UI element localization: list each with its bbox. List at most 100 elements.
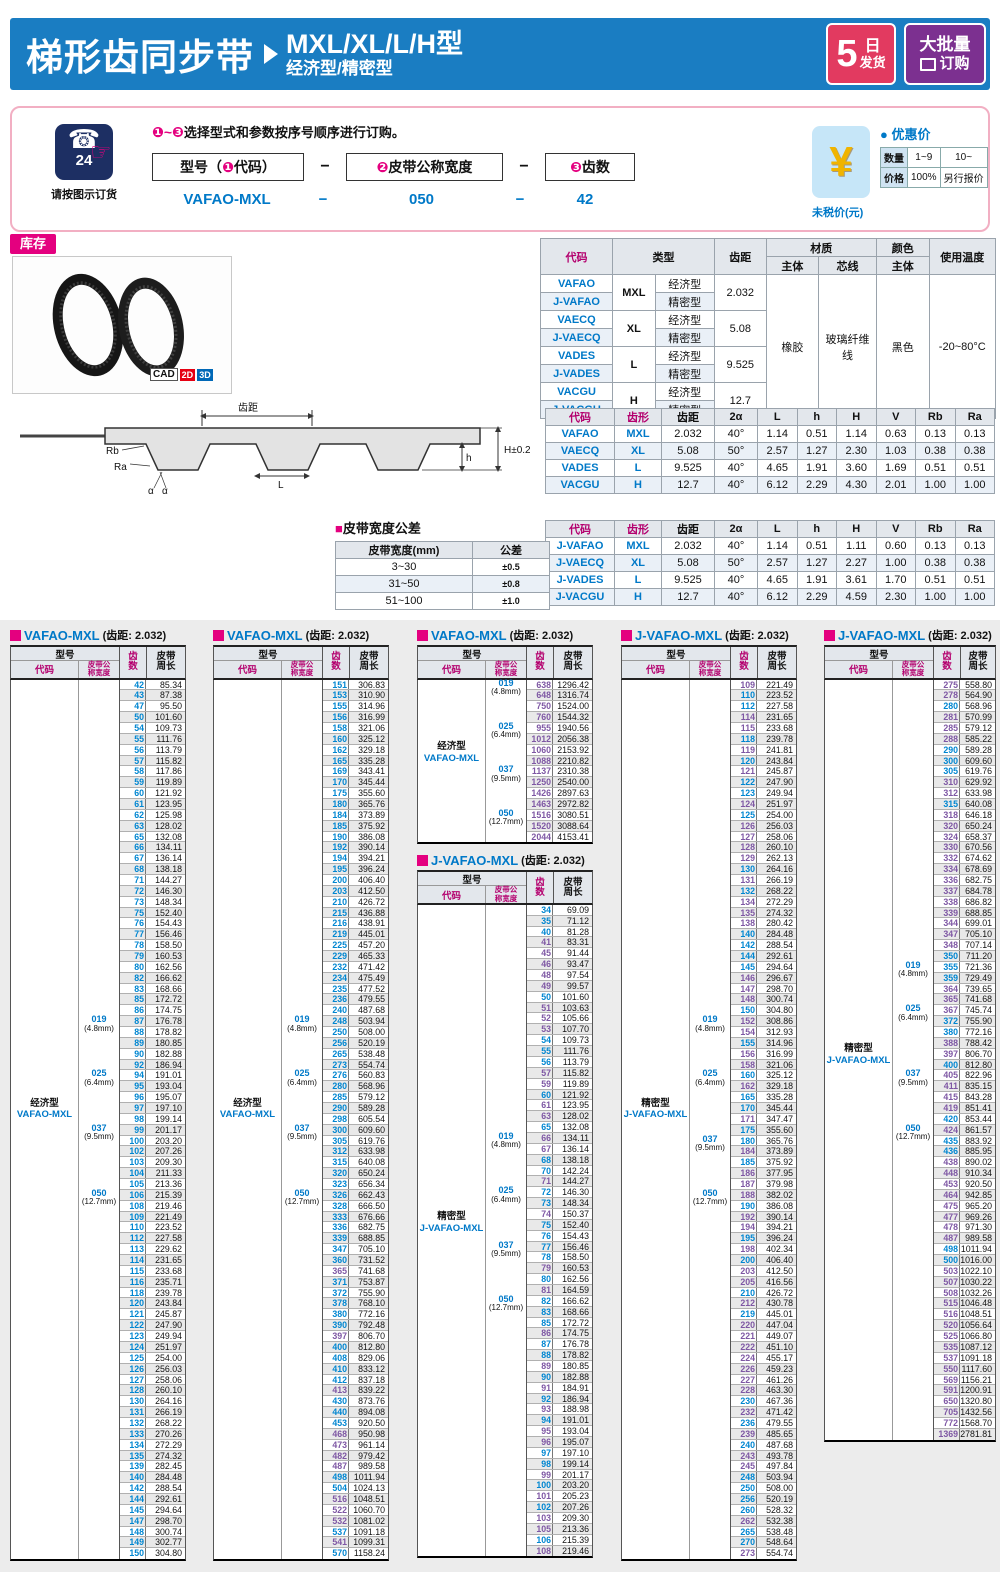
yen-glyph: ¥ [829,138,853,185]
order-step-range: ❶~❸ [152,124,184,140]
tooth-count: 122 [120,1320,146,1330]
belt-circumference: 839.22 [358,1385,385,1396]
spec-type: 经济型 [654,310,715,329]
belt-circumference: 221.49 [766,679,793,690]
width-marker: 050 (12.7mm) [486,808,526,827]
price-cell: 价格 [880,167,908,188]
belt-row: 101 205.23 [527,1491,592,1503]
tooth-count: 86 [120,1005,146,1015]
belt-row: 75 152.40 [120,907,185,919]
belt-row: 280 568.96 [323,1081,388,1093]
tooth-count: 378 [323,1298,349,1308]
belt-row: 47 95.50 [120,701,185,713]
belt-model-name: VAFAO-MXL [24,627,100,643]
tooth-count: 228 [731,1385,757,1395]
tooth-count: 57 [120,755,146,765]
model-code-box: 型号（ ❶ 代码） [152,153,304,181]
discount-price-text: 优惠价 [891,127,931,142]
belt-circumference: 182.88 [155,1048,182,1059]
belt-row: 67 136.14 [120,853,185,865]
belt-row: 498 1011.94 [323,1472,388,1484]
dim-pitch-label: 齿距 [238,402,258,414]
belt-circumference: 221.49 [155,1211,182,1222]
tooth-count: 165 [731,1092,757,1102]
belt-row: 121 245.87 [731,766,796,778]
belt-table-column: VAFAO-MXL (齿距: 2.032) 型号 代码 皮带公 称宽度齿数皮带 周长 经济型 V… [10,625,186,1567]
dash-separator: − [320,158,330,175]
belt-circumference: 558.80 [965,679,992,690]
tooth-count: 76 [120,918,146,928]
tooth-count: 63 [120,820,146,831]
belt-circumference: 314.96 [766,1037,793,1048]
belt-row: 1516 3080.51 [527,809,592,821]
belt-model-name: VAFAO-MXL [227,627,303,643]
tooth-count: 1060 [527,744,553,755]
belt-table-header: 型号 代码 皮带公 称宽度齿数皮带 周长 [824,645,996,680]
tolerance-cell: ±1.0 [472,592,550,610]
belt-row: 355 721.36 [934,961,995,973]
belt-row: 411 835.15 [934,1081,995,1093]
type-label: 经济型 [437,741,466,753]
width-mm: (4.8mm) [695,1023,725,1033]
belt-circumference: 406.40 [766,1255,793,1266]
width-marker: 037 (9.5mm) [690,1134,730,1153]
belt-row: 234 475.49 [323,972,388,984]
belt-circumference: 148.34 [562,1198,589,1209]
belt-row: 83 168.66 [120,983,185,995]
tooth-count: 134 [731,896,757,907]
belt-row: 256 520.19 [323,1037,388,1049]
belt-circumference: 755.90 [358,1287,385,1298]
belt-row: 99 201.17 [527,1469,592,1481]
tooth-count: 520 [934,1320,960,1330]
belt-circumference: 180.85 [562,1360,589,1371]
tooth-count: 46 [527,959,553,969]
belt-circumference: 138.18 [155,864,182,875]
belt-circumference: 284.48 [155,1472,182,1483]
width-mm: (12.7mm) [488,817,524,827]
belt-row: 290 589.28 [323,1103,388,1114]
belt-table-header: 型号 代码 皮带公 称宽度齿数皮带 周长 [10,645,186,680]
belt-row: 515 1046.48 [934,1298,995,1310]
spec-color-body: 黑色 [875,274,930,419]
width-mm: (6.4mm) [287,1077,317,1087]
belt-circumference: 1022.10 [960,1265,992,1276]
header-circumference: 皮带 周长 [563,876,583,898]
belt-row: 144 292.61 [120,1493,185,1505]
belt-row: 108 219.46 [120,1200,185,1212]
order-instruction-text: 选择型式和参数按序号顺序进行订购。 [183,125,405,140]
belt-circumference: 711.20 [965,950,992,961]
belt-circumference: 682.75 [358,1222,385,1233]
cad-2d-label: 2D [179,368,196,381]
tooth-count: 56 [120,744,146,755]
tooth-count: 198 [731,1244,757,1254]
belt-row: 79 160.53 [527,1263,592,1275]
series-type-label: 经济型 VAFAO-MXL [418,741,485,765]
belt-circumference: 548.64 [766,1537,793,1548]
belt-circumference: 788.42 [965,1037,992,1048]
belt-circumference: 154.43 [562,1230,589,1241]
tooth-count: 400 [934,1059,960,1070]
belt-circumference: 465.33 [358,950,385,961]
tooth-count: 156 [323,712,349,722]
belt-row: 95 193.04 [120,1081,185,1093]
header-model-group: 型号 [11,647,119,661]
belt-circumference: 71.12 [566,915,589,926]
tooth-count: 100 [120,1135,146,1146]
tooth-count: 359 [934,972,960,983]
belt-circumference: 207.26 [155,1146,182,1157]
belt-circumference: 158.50 [155,940,182,951]
type-model-label: VAFAO-MXL [16,1109,73,1121]
belt-circumference: 688.85 [965,907,992,918]
belt-row: 310 629.92 [934,777,995,789]
tooth-count: 43 [120,690,146,700]
tooth-count: 180 [731,1135,757,1146]
tooth-count: 333 [323,1211,349,1222]
tolerance-cell: ±0.8 [472,575,550,593]
width-marker: 037 (9.5mm) [282,1123,322,1142]
belt-circumference: 306.83 [358,679,385,690]
tooth-count: 216 [323,918,349,928]
belt-circumference: 1016.00 [960,1255,992,1266]
tooth-count: 147 [120,1515,146,1526]
belt-row: 103 209.30 [120,1157,185,1169]
belt-table-title: J-VAFAO-MXL (齿距: 2.032) [621,625,797,645]
